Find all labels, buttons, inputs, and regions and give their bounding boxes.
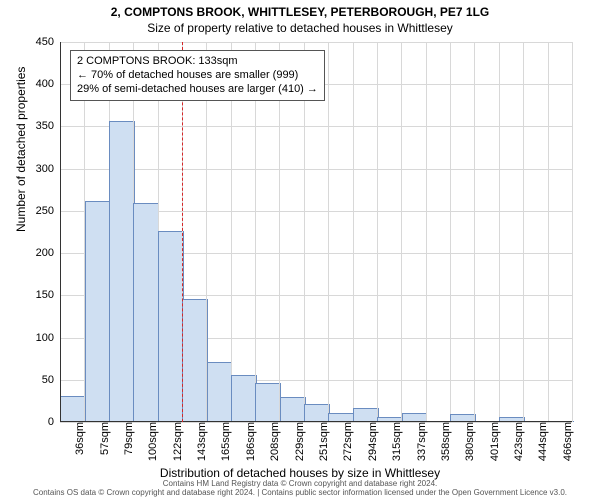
y-tick-label: 100 — [36, 332, 60, 344]
histogram-bar — [207, 362, 233, 422]
grid-line-vertical — [548, 42, 549, 422]
x-tick-label: 143sqm — [190, 422, 208, 461]
x-tick-label: 36sqm — [68, 422, 86, 455]
y-tick-label: 400 — [36, 78, 60, 90]
y-tick-label: 350 — [36, 120, 60, 132]
x-tick-label: 186sqm — [239, 422, 257, 461]
grid-line-vertical — [499, 42, 500, 422]
x-tick-label: 165sqm — [214, 422, 232, 461]
chart-plot-area: 05010015020025030035040045036sqm57sqm79s… — [60, 42, 572, 422]
histogram-bar — [109, 121, 135, 422]
x-tick-label: 208sqm — [263, 422, 281, 461]
x-tick-label: 57sqm — [93, 422, 111, 455]
callout-line: 29% of semi-detached houses are larger (… — [77, 83, 318, 97]
histogram-bar — [182, 299, 208, 422]
x-tick-label: 251sqm — [312, 422, 330, 461]
grid-line-horizontal — [60, 169, 572, 170]
histogram-bar — [231, 375, 257, 422]
histogram-bar — [85, 201, 111, 422]
x-tick-label: 358sqm — [434, 422, 452, 461]
y-tick-label: 200 — [36, 247, 60, 259]
grid-line-horizontal — [60, 126, 572, 127]
y-tick-label: 150 — [36, 289, 60, 301]
x-tick-label: 315sqm — [385, 422, 403, 461]
y-tick-label: 450 — [36, 36, 60, 48]
grid-line-vertical — [328, 42, 329, 422]
grid-line-vertical — [426, 42, 427, 422]
y-axis-label: Number of detached properties — [14, 67, 28, 232]
y-tick-label: 50 — [42, 374, 60, 386]
grid-line-vertical — [523, 42, 524, 422]
x-axis-label: Distribution of detached houses by size … — [0, 466, 600, 480]
x-tick-label: 100sqm — [141, 422, 159, 461]
x-tick-label: 122sqm — [166, 422, 184, 461]
x-tick-label: 229sqm — [288, 422, 306, 461]
histogram-bar — [255, 383, 281, 422]
callout-line: 2 COMPTONS BROOK: 133sqm — [77, 55, 318, 69]
x-tick-label: 79sqm — [117, 422, 135, 455]
histogram-bar — [353, 408, 379, 422]
x-tick-label: 466sqm — [556, 422, 574, 461]
histogram-bar — [304, 404, 330, 422]
footer-line-1: Contains HM Land Registry data © Crown c… — [163, 479, 438, 488]
chart-title: 2, COMPTONS BROOK, WHITTLESEY, PETERBORO… — [0, 0, 600, 19]
histogram-bar — [60, 396, 86, 422]
x-tick-label: 272sqm — [336, 422, 354, 461]
chart-subtitle: Size of property relative to detached ho… — [0, 19, 600, 35]
y-tick-label: 250 — [36, 205, 60, 217]
y-axis — [60, 42, 61, 422]
x-tick-label: 444sqm — [531, 422, 549, 461]
callout-line: ← 70% of detached houses are smaller (99… — [77, 69, 318, 83]
grid-line-vertical — [474, 42, 475, 422]
y-tick-label: 300 — [36, 163, 60, 175]
x-tick-label: 294sqm — [361, 422, 379, 461]
grid-line-vertical — [572, 42, 573, 422]
x-tick-label: 380sqm — [458, 422, 476, 461]
footer-attribution: Contains HM Land Registry data © Crown c… — [0, 479, 600, 497]
grid-line-vertical — [353, 42, 354, 422]
histogram-bar — [133, 203, 159, 422]
grid-line-horizontal — [60, 42, 572, 43]
grid-line-vertical — [450, 42, 451, 422]
x-tick-label: 423sqm — [507, 422, 525, 461]
histogram-bar — [158, 231, 184, 422]
grid-line-vertical — [377, 42, 378, 422]
histogram-bar — [280, 397, 306, 422]
x-tick-label: 401sqm — [483, 422, 501, 461]
callout-box: 2 COMPTONS BROOK: 133sqm← 70% of detache… — [70, 50, 325, 101]
x-tick-label: 337sqm — [410, 422, 428, 461]
y-tick-label: 0 — [48, 416, 60, 428]
footer-line-2: Contains OS data © Crown copyright and d… — [33, 488, 567, 497]
x-axis — [60, 421, 572, 422]
grid-line-vertical — [401, 42, 402, 422]
